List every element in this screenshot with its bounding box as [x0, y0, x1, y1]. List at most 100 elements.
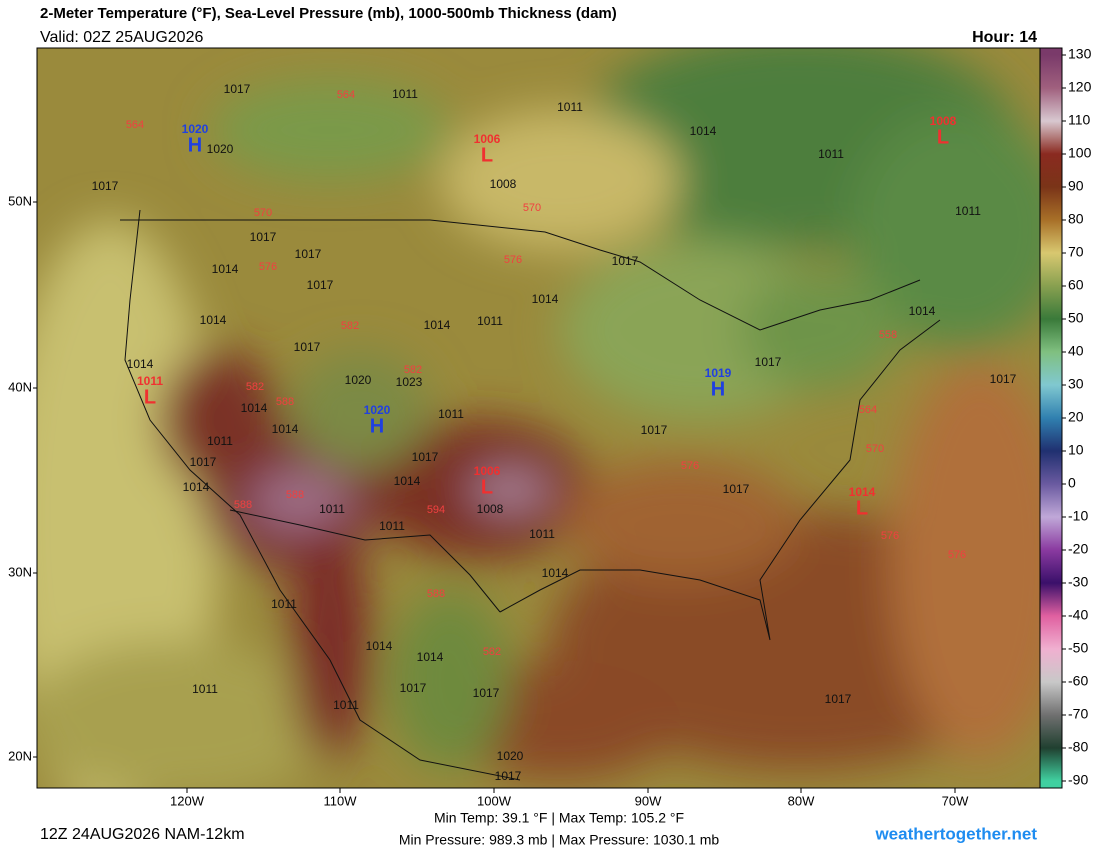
isobar-label: 1017: [190, 455, 217, 469]
pressure-center-symbol: H: [370, 415, 384, 437]
colorbar: [1039, 47, 1063, 789]
isobar-label: 1014: [424, 318, 451, 332]
isobar-label: 1011: [192, 682, 218, 696]
thickness-label: 588: [234, 499, 252, 511]
isobar-label: 1008: [477, 502, 504, 516]
latitude-label: 50N: [8, 193, 32, 208]
colorbar-tick-label: 100: [1068, 145, 1092, 161]
pressure-center-symbol: L: [856, 497, 868, 519]
isobar-label: 1017: [412, 450, 439, 464]
colorbar-tick-label: -10: [1068, 508, 1088, 524]
isobar-label: 1011: [955, 204, 981, 218]
latitude-label: 20N: [8, 748, 32, 763]
longitude-label: 100W: [477, 793, 512, 808]
pressure-center-value: 1011: [137, 374, 163, 388]
isobar-label: 1014: [127, 357, 154, 371]
isobar-label: 1020: [207, 142, 234, 156]
isobar-label: 1017: [641, 423, 668, 437]
isobar-label: 1017: [473, 686, 500, 700]
isobar-label: 1017: [295, 247, 322, 261]
colorbar-tick-label: 110: [1068, 112, 1091, 128]
atlantic-gulf-coast: [499, 319, 941, 641]
isobar-label: 1017: [825, 692, 852, 706]
isobar-label: 1020: [345, 373, 372, 387]
colorbar-tick-label: 120: [1068, 79, 1092, 95]
thickness-label: 564: [126, 119, 144, 131]
isobar-label: 1014: [212, 262, 239, 276]
thickness-label: 570: [254, 207, 272, 219]
isobar-label: 1014: [417, 650, 444, 664]
valid-time: Valid: 02Z 25AUG2026: [40, 29, 203, 46]
isobar-label: 1014: [241, 401, 268, 415]
thickness-label: 576: [948, 549, 966, 561]
colorbar-tick-label: 60: [1068, 277, 1084, 293]
us-mexico-border: [229, 509, 501, 613]
pressure-center-symbol: L: [481, 476, 493, 498]
isobar-label: 1011: [379, 519, 405, 533]
isobar-label: 1014: [532, 292, 559, 306]
model-run: 12Z 24AUG2026 NAM-12km: [40, 826, 245, 843]
thickness-label: 588: [276, 396, 294, 408]
colorbar-tick-label: 0: [1068, 475, 1076, 491]
colorbar-tick-label: -90: [1068, 772, 1088, 788]
isobar-label: 1011: [392, 87, 418, 101]
isobar-label: 1011: [333, 698, 359, 712]
borders: [120, 209, 941, 781]
colorbar-tick-label: -50: [1068, 640, 1088, 656]
colorbar-tick-label: 50: [1068, 310, 1084, 326]
thickness-label: 564: [337, 89, 355, 101]
isobar-label: 1017: [92, 179, 119, 193]
thickness-label: 582: [246, 381, 264, 393]
pressure-center-value: 1019: [705, 366, 732, 380]
longitude-label: 90W: [635, 793, 662, 808]
isobar-label: 1011: [207, 434, 233, 448]
temp-range: Min Temp: 39.1 °F | Max Temp: 105.2 °F: [434, 810, 684, 826]
thickness-label: 576: [259, 261, 277, 273]
latitude-label: 40N: [8, 379, 32, 394]
pressure-center-symbol: L: [144, 386, 156, 408]
isobar-label: 1017: [224, 82, 251, 96]
longitude-label: 120W: [170, 793, 205, 808]
longitude-label: 70W: [942, 793, 969, 808]
thickness-label: 576: [881, 530, 899, 542]
pressure-center-symbol: L: [937, 126, 949, 148]
colorbar-tick-label: 80: [1068, 211, 1084, 227]
isobar-label: 1014: [909, 304, 936, 318]
colorbar-tick-label: -40: [1068, 607, 1088, 623]
pressure-center-value: 1020: [182, 122, 209, 136]
isobar-label: 1011: [818, 147, 844, 161]
thickness-label: 594: [427, 504, 445, 516]
latitude-label: 30N: [8, 564, 32, 579]
pressure-center-symbol: H: [188, 134, 202, 156]
pressure-center-symbol: H: [711, 378, 725, 400]
colorbar-tick-label: 30: [1068, 376, 1084, 392]
thickness-label: 582: [341, 320, 359, 332]
isobar-label: 1017: [250, 230, 277, 244]
colorbar-tick-label: -20: [1068, 541, 1088, 557]
site-name: weathertogether.net: [874, 824, 1037, 843]
colorbar-tick-label: -30: [1068, 574, 1088, 590]
thickness-label: 582: [483, 646, 501, 658]
map: 1017 1011 1011 1014 1011 1020 1017 1008 1011 1017…: [37, 48, 1040, 788]
thickness-label: 588: [286, 489, 304, 501]
pressure-center-symbol: L: [481, 144, 493, 166]
thickness-label: 564: [859, 404, 877, 416]
colorbar-tick-label: 10: [1068, 442, 1084, 458]
isobar-label: 1011: [477, 314, 503, 328]
pressure-center-value: 1020: [364, 403, 391, 417]
isobar-label: 1014: [690, 124, 717, 138]
isobar-label: 1023: [396, 375, 423, 389]
isobar-label: 1014: [272, 422, 299, 436]
isobar-label: 1011: [438, 407, 464, 421]
isobar-label: 1017: [755, 355, 782, 369]
isobar-label: 1017: [400, 681, 427, 695]
colorbar-tick-label: 130: [1068, 46, 1092, 62]
longitude-label: 80W: [788, 793, 815, 808]
pressure-center-value: 1006: [474, 132, 501, 146]
isobar-label: 1014: [200, 313, 227, 327]
isobar-label: 1011: [271, 597, 297, 611]
isobar-label: 1017: [990, 372, 1017, 386]
colorbar-tick-label: -60: [1068, 673, 1088, 689]
thickness-label: 570: [523, 202, 541, 214]
